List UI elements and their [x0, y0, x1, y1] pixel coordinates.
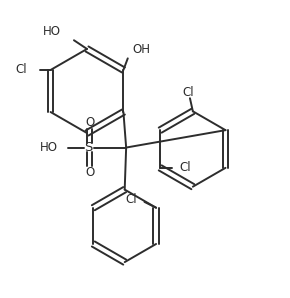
Text: S: S — [84, 141, 93, 154]
Text: Cl: Cl — [16, 63, 27, 77]
Text: Cl: Cl — [179, 161, 191, 174]
Text: O: O — [85, 166, 94, 179]
Text: OH: OH — [132, 43, 150, 56]
Text: HO: HO — [40, 141, 58, 154]
Text: O: O — [85, 117, 94, 129]
Text: Cl: Cl — [183, 86, 194, 99]
Text: HO: HO — [43, 25, 61, 38]
Text: Cl: Cl — [126, 193, 137, 206]
